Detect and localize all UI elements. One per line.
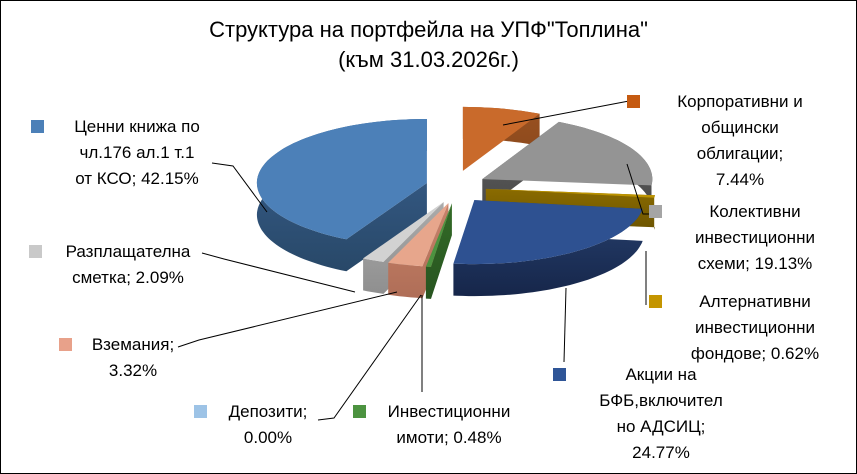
data-label-text-razplashtatelna-smetka: Разплащателна сметка; 2.09%	[65, 242, 191, 287]
pie-slice-cenni-knizha[interactable]	[256, 119, 427, 240]
pie-slice-akcii-bfb[interactable]	[453, 200, 643, 265]
pie-slice-alternativni-fondove[interactable]	[485, 188, 655, 198]
pie-slice-investicionni-imoti[interactable]	[425, 203, 452, 267]
data-label-text-depoziti: Депозити; 0.00%	[228, 402, 308, 447]
data-label-text-cenni-knizha: Ценни книжа по чл.176 ал.1 т.1 от КСО; 42.…	[74, 117, 200, 188]
data-label-korporativni-obligacii: Корпоративни и общински облигации; 7.44%	[627, 89, 833, 193]
leader-line-depoziti	[317, 294, 422, 421]
data-label-akcii-bfb: Акции на БФБ,включител но АДСИЦ; 24.77%	[553, 362, 749, 466]
data-label-text-kolektivni-shemi: Колективни инвестиционни схеми; 19.13%	[695, 202, 815, 273]
leader-line-korporativni-obligacii	[502, 100, 630, 126]
korporativni-obligacii-legend-key	[627, 95, 640, 108]
chart-title: Структура на портфейла на УПФ"Топлина"	[209, 17, 648, 42]
pie-slice-vzemaniya[interactable]	[388, 203, 449, 267]
leader-line-vzemaniya	[177, 291, 398, 348]
data-label-investicionni-imoti: Инвестиционни имоти; 0.48%	[353, 399, 525, 451]
razplashtatelna-smetka-legend-key	[29, 245, 42, 258]
data-label-razplashtatelna-smetka: Разплащателна сметка; 2.09%	[29, 239, 207, 291]
akcii-bfb-legend-key	[553, 368, 566, 381]
pie-slice-kolektivni-shemi[interactable]	[482, 121, 653, 186]
data-label-depoziti: Депозити; 0.00%	[194, 399, 322, 451]
leader-line-akcii-bfb	[563, 287, 567, 363]
pie-slice-korporativni-obligacii[interactable]	[462, 106, 540, 171]
cenni-knizha-legend-key	[31, 120, 44, 133]
depoziti-legend-key	[194, 405, 207, 418]
chart-subtitle: (към 31.03.2026г.)	[338, 47, 519, 72]
data-label-vzemaniya: Вземания; 3.32%	[59, 332, 187, 384]
pie-slice-side-vzemaniya	[388, 203, 449, 299]
data-label-text-vzemaniya: Вземания; 3.32%	[91, 335, 175, 380]
data-label-alternativni-fondove: Алтернативни инвестиционни фондове; 0.62%	[649, 289, 841, 367]
data-label-cenni-knizha: Ценни книжа по чл.176 ал.1 т.1 от КСО; 42.…	[31, 114, 223, 192]
data-label-text-investicionni-imoti: Инвестиционни имоти; 0.48%	[387, 402, 511, 447]
chart-title-block: Структура на портфейла на УПФ"Топлина" (…	[1, 15, 856, 75]
vzemaniya-legend-key	[59, 338, 72, 351]
investicionni-imoti-legend-key	[353, 405, 366, 418]
data-label-text-akcii-bfb: Акции на БФБ,включител но АДСИЦ; 24.77%	[599, 365, 723, 462]
kolektivni-shemi-legend-key	[649, 205, 662, 218]
alternativni-fondove-legend-key	[649, 295, 662, 308]
pie-slice-side-investicionni-imoti	[425, 203, 452, 299]
data-label-text-korporativni-obligacii: Корпоративни и общински облигации; 7.44%	[677, 92, 803, 189]
leader-line-razplashtatelna-smetka	[201, 252, 356, 293]
leader-line-cenni-knizha	[211, 162, 268, 213]
pie-slice-razplashtatelna-smetka[interactable]	[363, 202, 444, 262]
data-label-kolektivni-shemi: Колективни инвестиционни схеми; 19.13%	[649, 199, 841, 277]
data-label-text-alternativni-fondove: Алтернативни инвестиционни фондове; 0.62%	[690, 292, 820, 363]
